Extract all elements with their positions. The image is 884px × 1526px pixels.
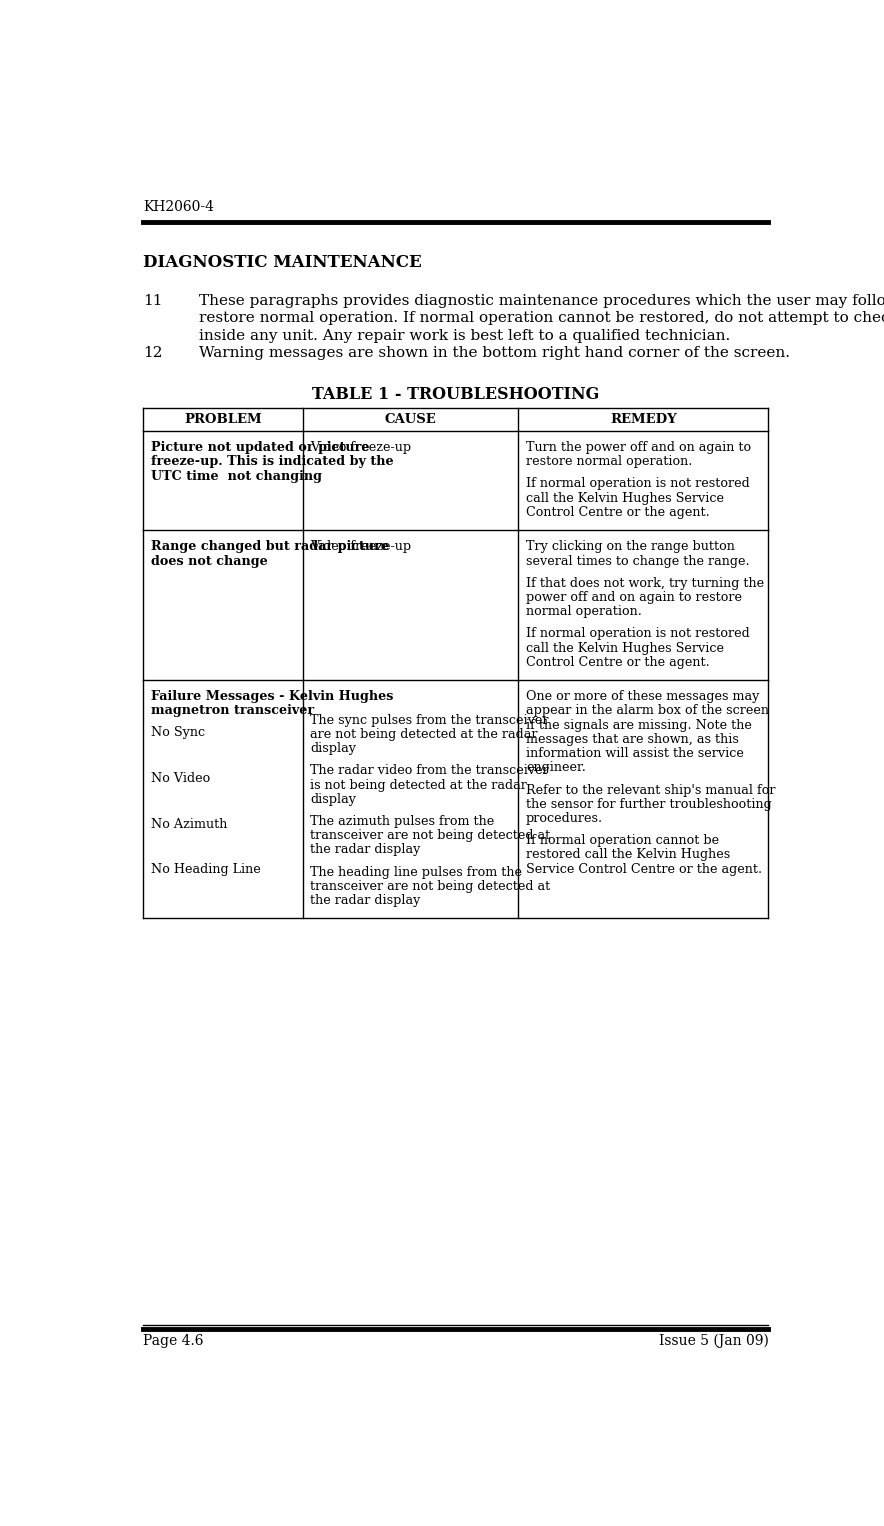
Text: Page 4.6: Page 4.6 bbox=[143, 1334, 203, 1347]
Text: if the signals are missing. Note the: if the signals are missing. Note the bbox=[526, 719, 752, 731]
Text: Refer to the relevant ship's manual for: Refer to the relevant ship's manual for bbox=[526, 783, 775, 797]
Text: Service Control Centre or the agent.: Service Control Centre or the agent. bbox=[526, 862, 762, 876]
Text: 12: 12 bbox=[143, 346, 163, 360]
Text: One or more of these messages may: One or more of these messages may bbox=[526, 690, 759, 703]
Text: No Sync: No Sync bbox=[151, 726, 205, 740]
Text: normal operation.: normal operation. bbox=[526, 606, 642, 618]
Text: display: display bbox=[310, 794, 356, 806]
Text: The sync pulses from the transceiver: The sync pulses from the transceiver bbox=[310, 714, 549, 726]
Text: several times to change the range.: several times to change the range. bbox=[526, 554, 750, 568]
Text: If normal operation is not restored: If normal operation is not restored bbox=[526, 627, 750, 641]
Text: transceiver are not being detected at: transceiver are not being detected at bbox=[310, 881, 551, 893]
Text: is not being detected at the radar: is not being detected at the radar bbox=[310, 778, 527, 792]
Text: Failure Messages - Kelvin Hughes: Failure Messages - Kelvin Hughes bbox=[151, 690, 393, 703]
Text: DIAGNOSTIC MAINTENANCE: DIAGNOSTIC MAINTENANCE bbox=[143, 253, 422, 272]
Text: freeze-up. This is indicated by the: freeze-up. This is indicated by the bbox=[151, 455, 393, 468]
Text: Control Centre or the agent.: Control Centre or the agent. bbox=[526, 507, 710, 519]
Text: the radar display: the radar display bbox=[310, 894, 421, 906]
Bar bbox=[143, 681, 768, 919]
Text: information will assist the service: information will assist the service bbox=[526, 748, 744, 760]
Text: UTC time  not changing: UTC time not changing bbox=[151, 470, 322, 482]
Text: call the Kelvin Hughes Service: call the Kelvin Hughes Service bbox=[526, 641, 724, 655]
Text: call the Kelvin Hughes Service: call the Kelvin Hughes Service bbox=[526, 491, 724, 505]
Text: transceiver are not being detected at: transceiver are not being detected at bbox=[310, 829, 551, 842]
Text: Turn the power off and on again to: Turn the power off and on again to bbox=[526, 441, 751, 455]
Text: REMEDY: REMEDY bbox=[610, 414, 677, 426]
Text: messages that are shown, as this: messages that are shown, as this bbox=[526, 732, 739, 746]
Text: No Video: No Video bbox=[151, 772, 210, 786]
Text: display: display bbox=[310, 742, 356, 755]
Text: Issue 5 (Jan 09): Issue 5 (Jan 09) bbox=[659, 1334, 768, 1347]
Text: No Azimuth: No Azimuth bbox=[151, 818, 227, 830]
Text: Try clicking on the range button: Try clicking on the range button bbox=[526, 540, 735, 554]
Text: appear in the alarm box of the screen: appear in the alarm box of the screen bbox=[526, 705, 769, 717]
Text: procedures.: procedures. bbox=[526, 812, 603, 826]
Text: are not being detected at the radar: are not being detected at the radar bbox=[310, 728, 537, 742]
Text: These paragraphs provides diagnostic maintenance procedures which the user may f: These paragraphs provides diagnostic mai… bbox=[199, 295, 884, 343]
Text: 11: 11 bbox=[143, 295, 163, 308]
Text: engineer.: engineer. bbox=[526, 761, 586, 774]
Text: Control Centre or the agent.: Control Centre or the agent. bbox=[526, 656, 710, 668]
Bar bbox=[143, 530, 768, 681]
Text: restore normal operation.: restore normal operation. bbox=[526, 455, 692, 468]
Text: If normal operation cannot be: If normal operation cannot be bbox=[526, 835, 720, 847]
Text: No Heading Line: No Heading Line bbox=[151, 864, 261, 876]
Text: magnetron transceiver: magnetron transceiver bbox=[151, 705, 314, 717]
Text: Warning messages are shown in the bottom right hand corner of the screen.: Warning messages are shown in the bottom… bbox=[199, 346, 789, 360]
Text: Picture not updated or picture: Picture not updated or picture bbox=[151, 441, 370, 455]
Text: The heading line pulses from the: The heading line pulses from the bbox=[310, 865, 522, 879]
Text: If that does not work, try turning the: If that does not work, try turning the bbox=[526, 577, 764, 589]
Text: Video freeze-up: Video freeze-up bbox=[310, 540, 411, 554]
Bar bbox=[143, 430, 768, 530]
Text: Video freeze-up: Video freeze-up bbox=[310, 441, 411, 455]
Text: Range changed but radar picture: Range changed but radar picture bbox=[151, 540, 389, 554]
Text: does not change: does not change bbox=[151, 554, 268, 568]
Text: power off and on again to restore: power off and on again to restore bbox=[526, 591, 742, 604]
Text: the radar display: the radar display bbox=[310, 844, 421, 856]
Text: PROBLEM: PROBLEM bbox=[184, 414, 262, 426]
Text: KH2060-4: KH2060-4 bbox=[143, 200, 214, 214]
Text: The azimuth pulses from the: The azimuth pulses from the bbox=[310, 815, 494, 829]
Text: If normal operation is not restored: If normal operation is not restored bbox=[526, 478, 750, 490]
Text: restored call the Kelvin Hughes: restored call the Kelvin Hughes bbox=[526, 848, 730, 862]
Text: the sensor for further troubleshooting: the sensor for further troubleshooting bbox=[526, 798, 772, 810]
Text: The radar video from the transceiver: The radar video from the transceiver bbox=[310, 765, 549, 777]
Text: TABLE 1 - TROUBLESHOOTING: TABLE 1 - TROUBLESHOOTING bbox=[312, 386, 599, 403]
Text: CAUSE: CAUSE bbox=[385, 414, 437, 426]
